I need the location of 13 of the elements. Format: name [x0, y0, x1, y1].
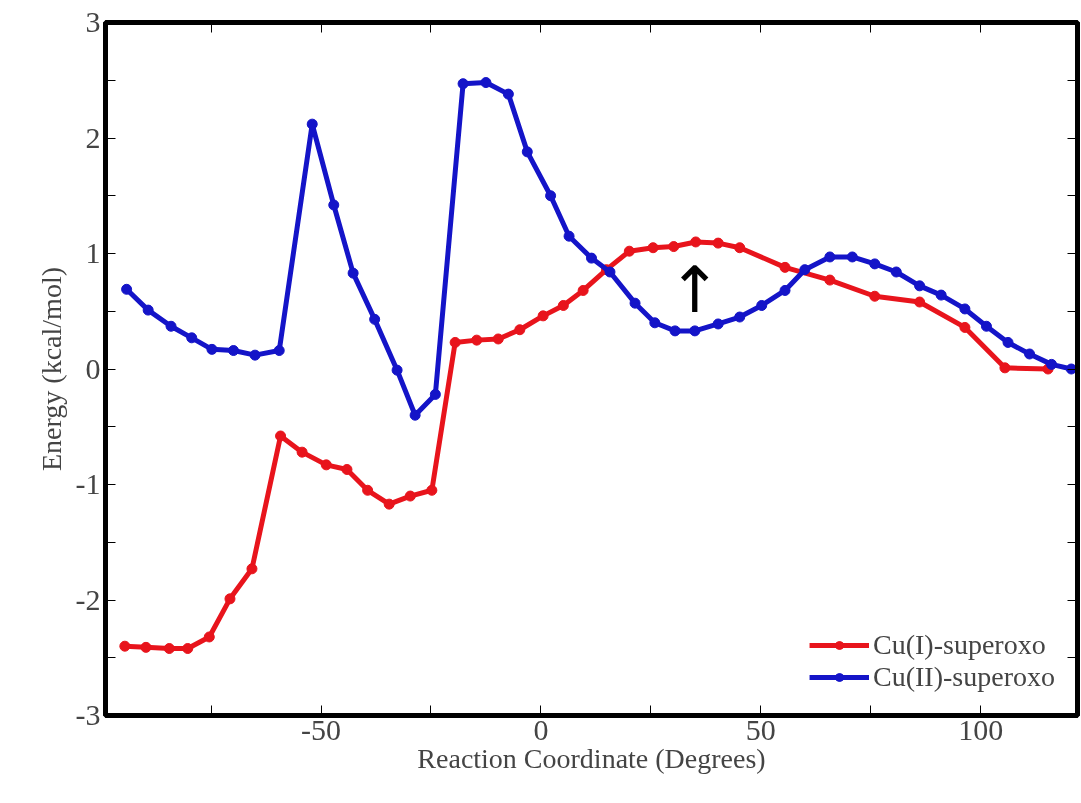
x-tick-label: -50 — [301, 712, 342, 746]
y-tick-label: 1 — [85, 236, 101, 269]
x-tick-label: 100 — [958, 712, 1004, 746]
annotation: ↑ — [668, 252, 722, 327]
y-tick-label: 0 — [85, 351, 101, 385]
y-axis-title: Energy (kcal/mol) — [35, 267, 67, 471]
y-tick-label: -2 — [75, 582, 101, 616]
legend-label: Cu(II)-superoxo — [873, 661, 1055, 693]
y-tick-label: 2 — [85, 120, 101, 154]
y-tick-label: -3 — [75, 698, 101, 731]
y-tick-label: -1 — [75, 467, 101, 500]
legend-label: Cu(I)-superoxo — [873, 629, 1046, 661]
y-tick-label: 3 — [85, 5, 101, 38]
